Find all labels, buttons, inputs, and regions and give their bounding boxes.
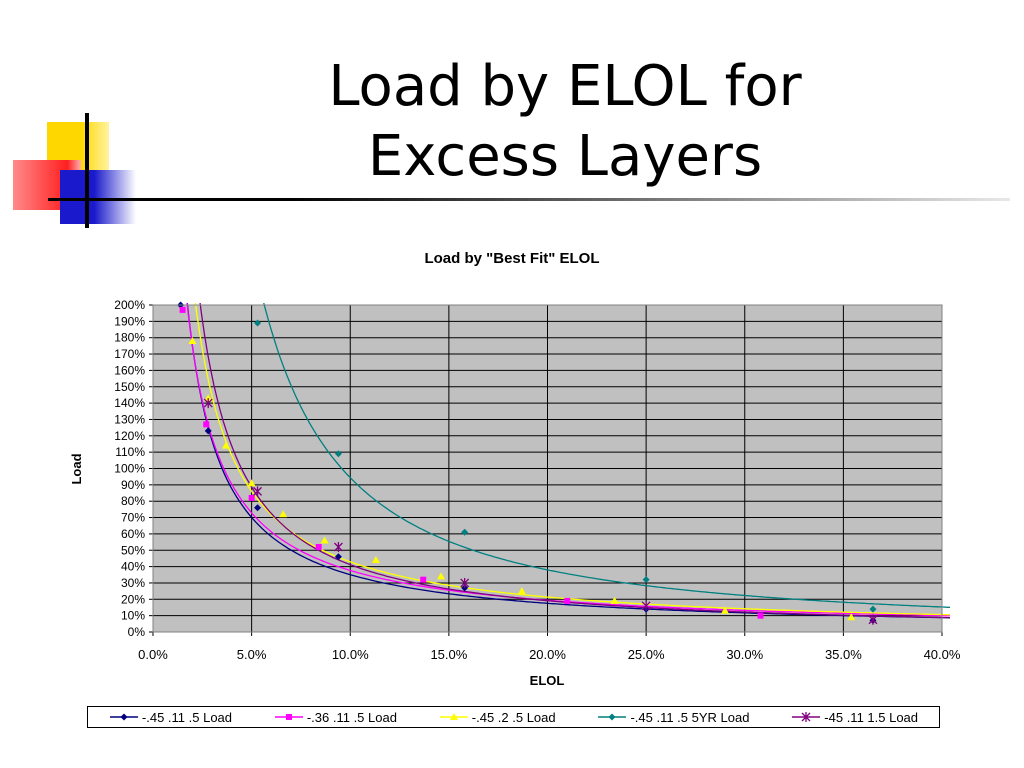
slide-title-line2: Excess Layers [367,124,763,189]
data-point [641,600,651,611]
y-tick-label: 50% [121,543,145,557]
series-line [263,303,950,608]
x-tick-label: 0.0% [138,647,168,662]
x-tick-label: 25.0% [628,647,665,662]
data-point [608,713,616,721]
x-tick-label: 5.0% [237,647,267,662]
x-tick-label: 30.0% [726,647,763,662]
data-point [564,597,571,604]
legend-item: -.45 .11 .5 Load [109,710,232,725]
legend-swatch [109,713,138,721]
x-tick-label: 35.0% [825,647,862,662]
decor-vertical-line [85,113,89,228]
y-tick-label: 170% [114,347,145,361]
data-point [333,541,343,552]
data-point [371,556,380,564]
data-point [248,494,255,501]
data-point [204,394,213,402]
legend-label: -.45 .2 .5 Load [471,709,556,725]
data-point [221,441,230,449]
data-point [642,576,650,584]
legend-swatch [792,712,821,722]
data-point [610,596,619,604]
data-point [285,714,292,720]
data-point [334,553,342,561]
y-tick-label: 90% [121,478,145,492]
y-tick-label: 120% [114,429,145,443]
data-point [203,421,210,428]
y-tick-label: 60% [121,527,145,541]
data-point [460,577,470,588]
data-point [320,536,329,544]
legend-label: -.36 .11 .5 Load [306,709,397,725]
legend-label: -45 .11 1.5 Load [824,709,919,725]
data-point [847,613,856,621]
x-tick-label: 15.0% [430,647,467,662]
y-tick-label: 200% [114,298,145,312]
x-tick-label: 10.0% [332,647,369,662]
data-point [334,450,342,458]
data-point [436,572,445,580]
data-point [179,306,186,313]
series-line [199,303,950,619]
y-tick-label: 130% [114,412,145,426]
y-tick-label: 180% [114,331,145,345]
legend-swatch [439,713,468,720]
slide-title-line1: Load by ELOL for [328,54,802,119]
data-point [253,486,263,497]
y-tick-label: 190% [114,314,145,328]
y-axis-label: Load [69,453,84,484]
data-point [721,606,730,614]
y-tick-label: 70% [121,511,145,525]
y-tick-label: 150% [114,380,145,394]
data-point [420,576,427,583]
y-tick-label: 0% [128,625,146,639]
x-tick-label: 40.0% [924,647,961,662]
decor-horizontal-line [48,198,1010,201]
data-point [461,528,469,536]
y-tick-label: 160% [114,363,145,377]
legend-item: -.45 .11 .5 5YR Load [597,710,749,725]
data-point [204,427,212,435]
data-point [517,587,526,595]
y-tick-label: 140% [114,396,145,410]
data-point [449,713,458,720]
data-point [801,712,811,722]
x-tick-label: 20.0% [529,647,566,662]
data-point [254,319,262,327]
legend-swatch [274,714,303,720]
data-point [203,398,213,409]
decor-blue-square [60,170,136,224]
legend-label: -.45 .11 .5 5YR Load [630,709,750,725]
data-point [279,510,288,518]
plot-border [152,304,943,633]
legend-swatch [598,713,627,721]
chart-legend: -.45 .11 .5 Load -.36 .11 .5 Load -.45 .2 … [87,706,940,728]
data-point [188,336,197,344]
data-point [757,612,764,619]
chart-title: Load by "Best Fit" ELOL [424,250,600,267]
slide-title: Load by ELOL for Excess Layers [250,52,880,192]
legend-item: -.36 .11 .5 Load [274,710,397,725]
legend-item: -.45 .2 .5 Load [439,710,556,725]
data-point [254,504,262,512]
y-tick-label: 20% [121,592,145,606]
y-tick-label: 30% [121,576,145,590]
legend-label: -.45 .11 .5 Load [141,709,233,725]
data-point [120,713,128,721]
y-tick-label: 10% [121,609,145,623]
data-point [247,479,256,487]
data-point [868,614,878,625]
y-tick-label: 80% [121,494,145,508]
y-tick-label: 110% [115,445,145,459]
x-axis-label: ELOL [530,673,565,688]
y-tick-label: 40% [121,560,145,574]
legend-item: -45 .11 1.5 Load [791,710,918,725]
data-point [315,543,322,550]
data-point [869,605,877,613]
y-tick-label: 100% [114,462,145,476]
